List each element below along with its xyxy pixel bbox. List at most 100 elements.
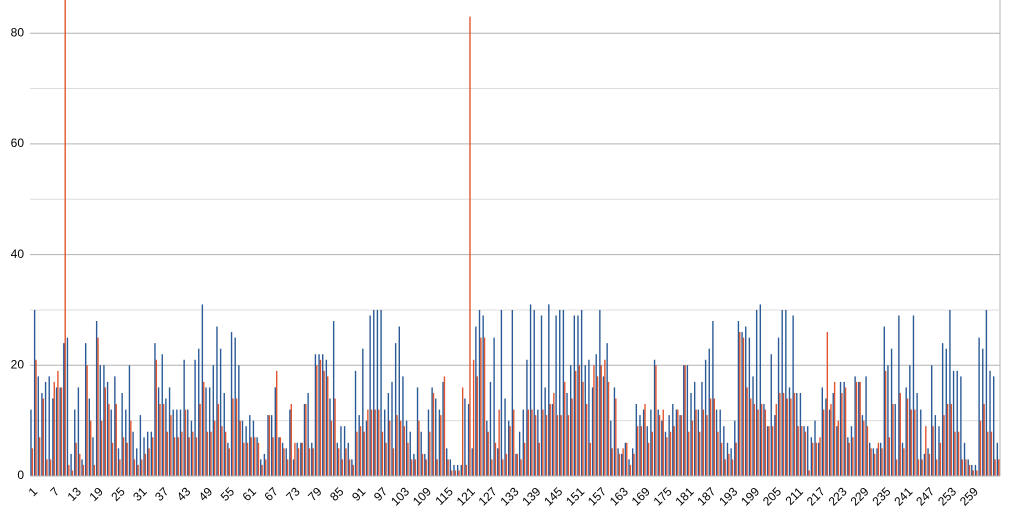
bar [117,448,120,476]
bar [446,448,448,476]
bar [596,376,599,476]
bar [99,365,101,476]
bar [899,392,901,476]
bar [227,442,229,476]
bar [389,420,391,476]
bar [323,370,325,476]
bar [509,426,511,476]
bar [190,420,193,476]
bar [704,359,707,476]
bar [837,420,839,476]
y-tick-label: 0 [17,468,24,482]
y-tick-label: 60 [11,136,25,150]
bar [936,459,938,476]
bar [945,348,947,476]
y-tick-label: 80 [11,25,25,39]
bar [531,409,533,476]
bar [633,453,635,476]
bar [286,459,289,476]
bar [384,409,386,476]
bar [684,365,686,476]
bar [502,459,504,476]
bar [270,415,273,476]
bar [427,409,430,476]
bar [564,381,566,476]
bar [110,409,112,476]
bar [903,448,905,476]
bar [527,409,530,476]
bar [952,370,955,476]
bar [526,359,528,476]
bar [529,304,532,476]
bar [312,448,314,476]
bar [686,365,689,476]
bar [68,464,70,476]
bar [657,409,659,476]
bar [618,453,621,476]
bar [431,387,433,476]
bar [651,431,653,476]
bar [285,448,287,476]
bar [826,332,829,476]
bar [391,381,393,476]
bar [374,409,376,476]
bar [59,387,61,476]
bar [600,365,602,476]
bar [327,376,329,476]
bar [653,359,656,476]
bar [348,459,351,476]
bar [429,431,431,476]
bar [701,381,703,476]
bar [628,459,630,476]
bar [863,420,865,476]
bar [31,448,34,476]
bar [332,321,335,476]
bar [888,437,891,476]
bar [859,381,861,476]
bar [892,404,894,476]
bar [252,420,255,476]
bar [155,359,158,476]
bar [607,381,610,476]
bar [533,309,535,476]
bar [828,409,831,476]
bar [974,464,977,476]
bar [956,370,958,476]
bar [119,459,121,476]
bar [402,376,404,476]
bar [901,442,904,476]
bar [617,448,619,476]
bar [610,420,612,476]
bar [946,404,949,476]
bar [914,409,916,476]
bar [559,309,561,476]
bar [615,398,617,476]
bar [41,392,43,476]
bar [520,459,522,476]
bar [523,442,526,476]
bar [294,442,296,476]
bar [71,470,74,476]
bar [606,343,608,476]
bar [77,387,80,476]
bar [843,381,845,476]
bar [307,392,309,476]
bar [92,437,94,476]
bar [447,459,449,476]
bar [844,387,847,476]
bar [279,437,282,476]
bar [179,409,182,476]
bar [30,409,32,476]
bar [305,404,307,476]
bar [498,409,500,476]
bar [126,442,128,476]
bar [161,354,163,476]
bar [850,426,853,476]
bar [461,387,464,476]
bar [712,321,714,476]
bar [808,470,810,476]
bar [599,309,601,476]
bar [855,381,858,476]
bar [511,309,514,476]
